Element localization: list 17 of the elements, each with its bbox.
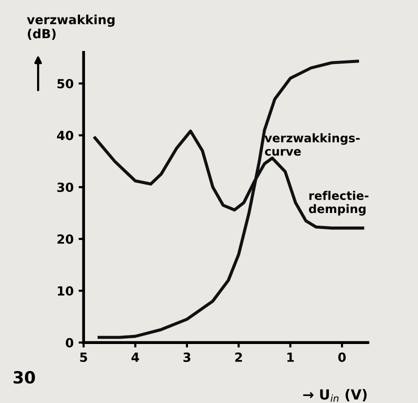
x-tick-label: 2 [235, 352, 242, 362]
text: 30 [14, 371, 35, 384]
y-tick-label: 20 [57, 234, 74, 244]
y-tick-label: 40 [57, 130, 74, 140]
x-tick-label: 4 [131, 352, 140, 362]
series-label: reflectie- demping [308, 190, 368, 216]
y-axis-title: verzwakking (dB) [26, 14, 115, 40]
y-tick-label: 10 [58, 286, 74, 296]
y-tick-label: 50 [57, 78, 74, 88]
x-axis-title: → U$_{in}$ (V) [303, 388, 367, 402]
x-tick-label: 1 [287, 352, 294, 362]
x-tick-label: 0 [338, 352, 346, 362]
x-tick-label: 5 [80, 352, 88, 362]
y-tick-label: 30 [57, 182, 74, 192]
x-tick-label: 3 [183, 352, 190, 362]
y-tick-label: 0 [66, 338, 74, 348]
series-label: verzwakkings- curve [264, 133, 360, 156]
